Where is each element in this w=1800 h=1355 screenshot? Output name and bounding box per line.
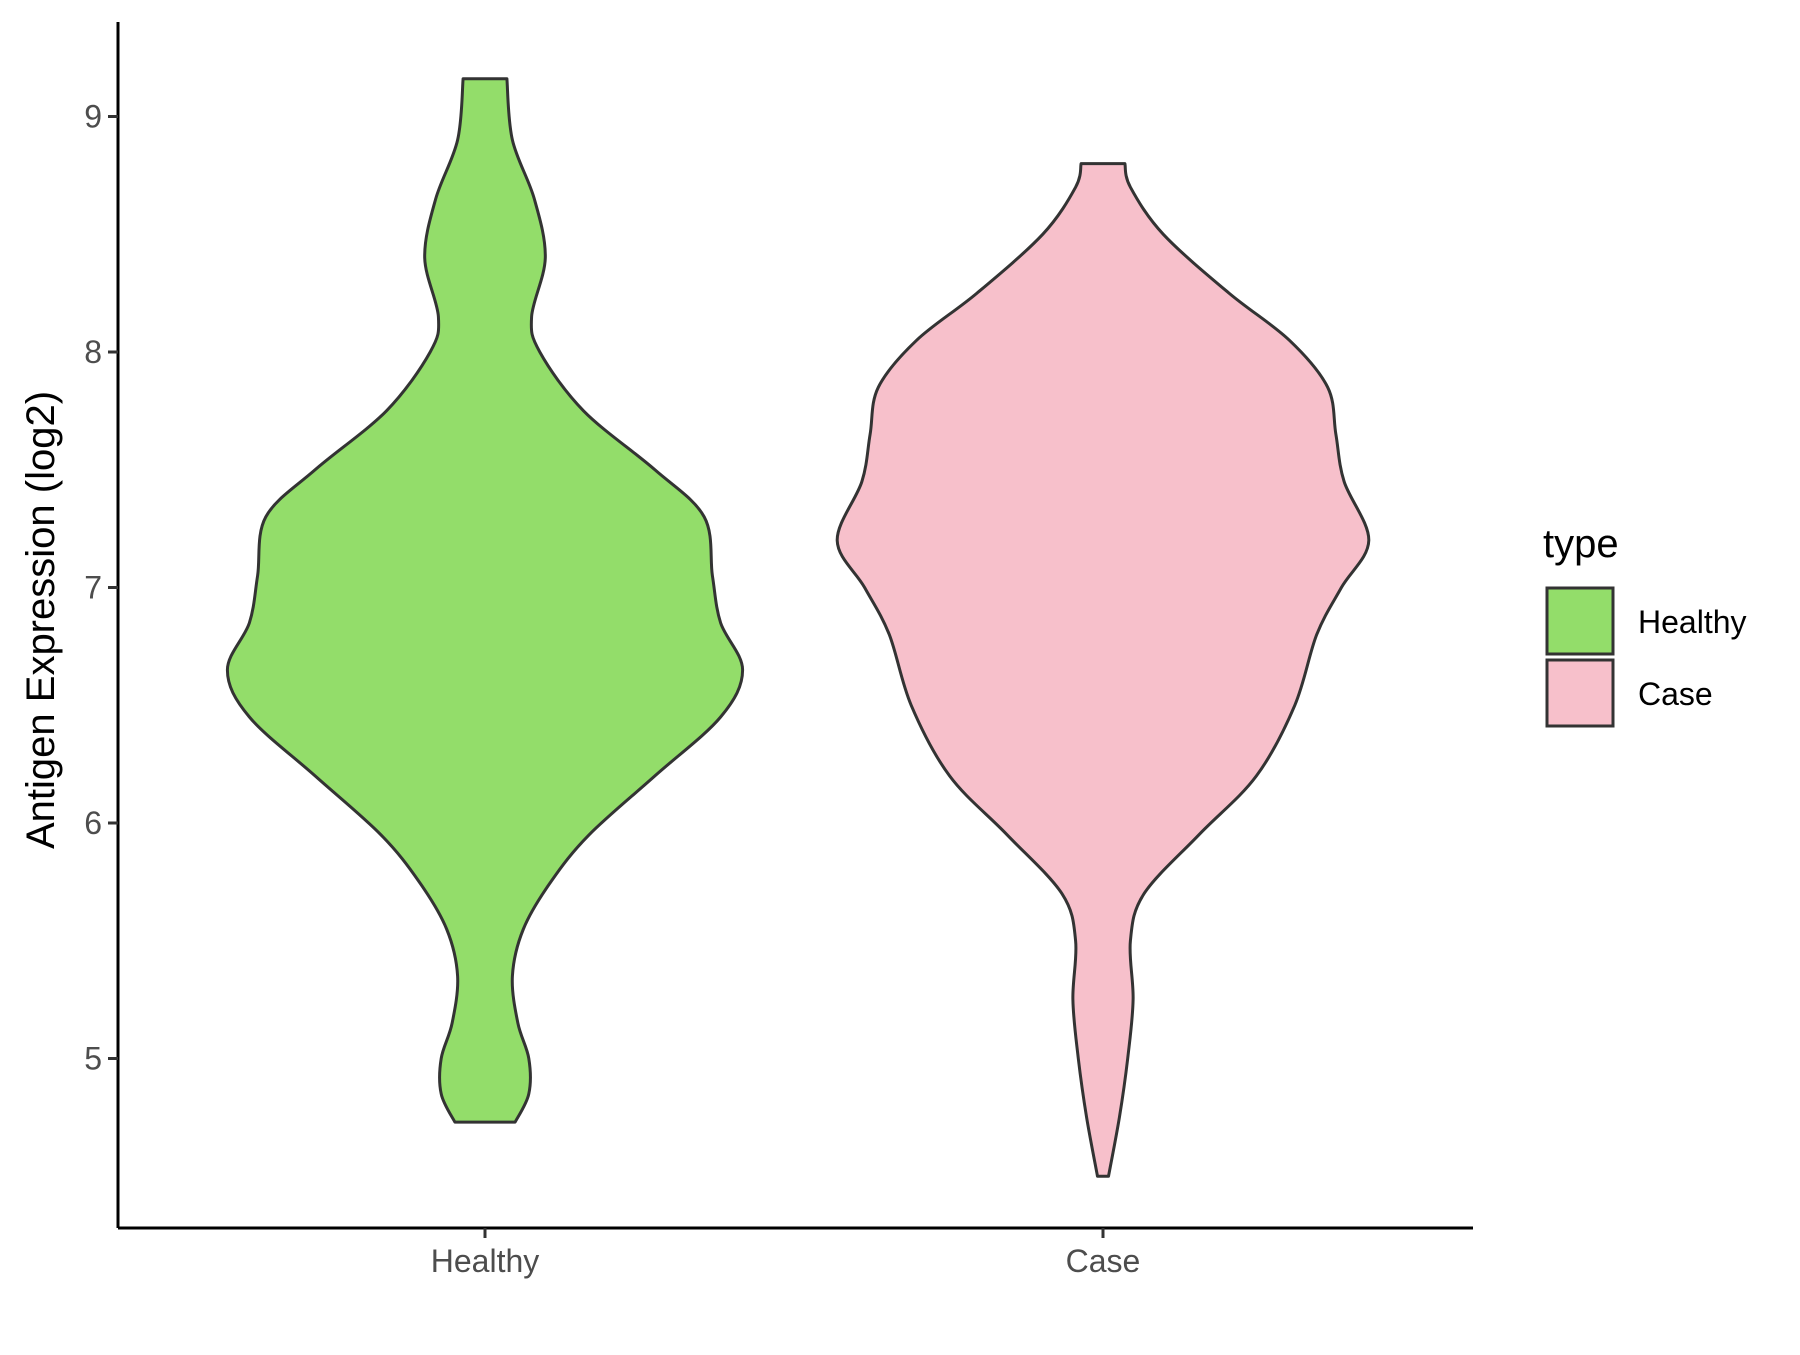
legend-key-case xyxy=(1545,658,1615,728)
x-tick-label: Case xyxy=(1066,1243,1141,1279)
y-tick-label: 8 xyxy=(84,334,102,370)
y-tick-label: 7 xyxy=(84,570,102,606)
axes-layer xyxy=(116,22,1473,1230)
y-axis-title: Antigen Expression (log2) xyxy=(19,391,63,849)
y-tick-layer: 5 6 7 8 9 xyxy=(84,99,118,1077)
y-tick-label: 9 xyxy=(84,99,102,135)
legend-label: Case xyxy=(1638,676,1713,712)
violin-layer xyxy=(225,77,1371,1178)
violin-healthy xyxy=(225,77,745,1124)
legend-key-healthy xyxy=(1545,586,1615,656)
violin-case xyxy=(835,162,1371,1178)
legend-label: Healthy xyxy=(1638,604,1747,640)
y-tick-label: 5 xyxy=(84,1041,102,1077)
x-tick-label: Healthy xyxy=(431,1243,540,1279)
x-tick-layer: Healthy Case xyxy=(431,1228,1141,1279)
legend: type Healthy Case xyxy=(1543,522,1747,728)
legend-title: type xyxy=(1543,522,1619,566)
y-tick-label: 6 xyxy=(84,805,102,841)
